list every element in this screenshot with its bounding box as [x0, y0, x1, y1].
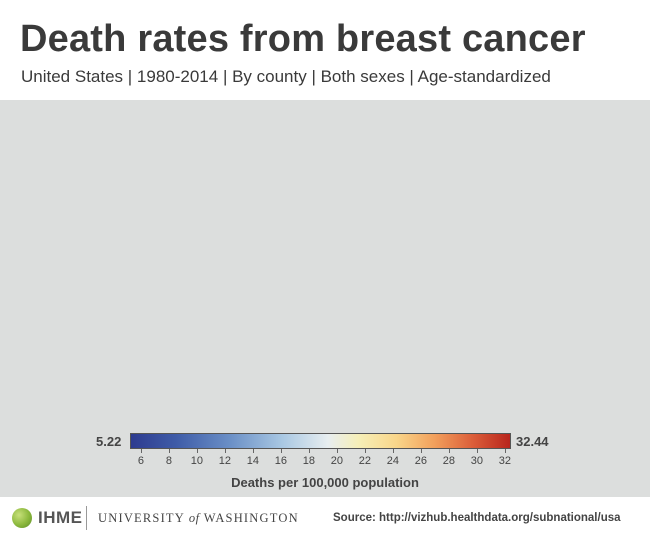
uw-logo-of: of — [188, 511, 200, 525]
legend-caption: Deaths per 100,000 population — [231, 475, 419, 490]
legend-tick-mark — [308, 449, 310, 453]
page-subtitle: United States | 1980-2014 | By county | … — [21, 67, 551, 86]
legend-tick-mark — [280, 449, 282, 453]
legend-tick-label: 8 — [165, 455, 172, 467]
legend-tick-label: 12 — [218, 455, 232, 467]
ihme-logo[interactable]: IHME — [12, 508, 83, 528]
legend-tick-label: 32 — [498, 455, 511, 467]
legend-tick-label: 22 — [358, 455, 371, 467]
footer: IHME UNIVERSITY of WASHINGTON Source: ht… — [0, 497, 650, 540]
legend-ticks: 6 8 10 12 14 16 18 20 22 24 26 28 30 32 — [130, 449, 511, 479]
legend-tick-mark — [224, 449, 226, 453]
legend-tick-mark — [476, 449, 478, 453]
uw-logo-text-1: UNIVERSITY — [98, 511, 185, 525]
legend-tick-mark — [504, 449, 506, 453]
legend-tick-label: 24 — [386, 455, 399, 467]
legend-tick-mark — [392, 449, 394, 453]
source-note: Source: http://vizhub.healthdata.org/sub… — [333, 512, 621, 524]
legend-tick-mark — [196, 449, 198, 453]
legend-tick-label: 30 — [470, 455, 483, 467]
map-area[interactable] — [0, 100, 650, 497]
legend-tick-mark — [448, 449, 450, 453]
legend-tick-mark — [420, 449, 422, 453]
legend-tick-mark — [336, 449, 338, 453]
legend-tick-label: 6 — [137, 455, 144, 467]
legend-tick-label: 18 — [302, 455, 315, 467]
legend-tick-mark — [140, 449, 142, 453]
globe-icon — [12, 508, 32, 528]
legend-min-label: 5.22 — [96, 434, 122, 449]
legend-tick-label: 10 — [190, 455, 204, 467]
legend-tick-mark — [168, 449, 170, 453]
legend-tick-mark — [364, 449, 366, 453]
color-legend: 5.22 32.44 6 8 10 12 14 16 18 20 22 24 26 28 30 32 De… — [0, 430, 650, 495]
uw-logo[interactable]: UNIVERSITY of WASHINGTON — [98, 511, 299, 526]
header: Death rates from breast cancer United St… — [0, 0, 650, 100]
legend-tick-label: 26 — [414, 455, 427, 467]
legend-color-bar — [130, 433, 511, 449]
logo-divider — [86, 506, 87, 530]
legend-tick-mark — [252, 449, 254, 453]
legend-max-label: 32.44 — [516, 434, 549, 449]
legend-tick-label: 16 — [274, 455, 287, 467]
legend-tick-label: 28 — [442, 455, 455, 467]
legend-tick-label: 14 — [246, 455, 260, 467]
uw-logo-text-2: WASHINGTON — [203, 511, 299, 525]
page-title: Death rates from breast cancer — [20, 18, 586, 60]
legend-tick-label: 20 — [330, 455, 343, 467]
ihme-logo-text: IHME — [38, 508, 83, 527]
